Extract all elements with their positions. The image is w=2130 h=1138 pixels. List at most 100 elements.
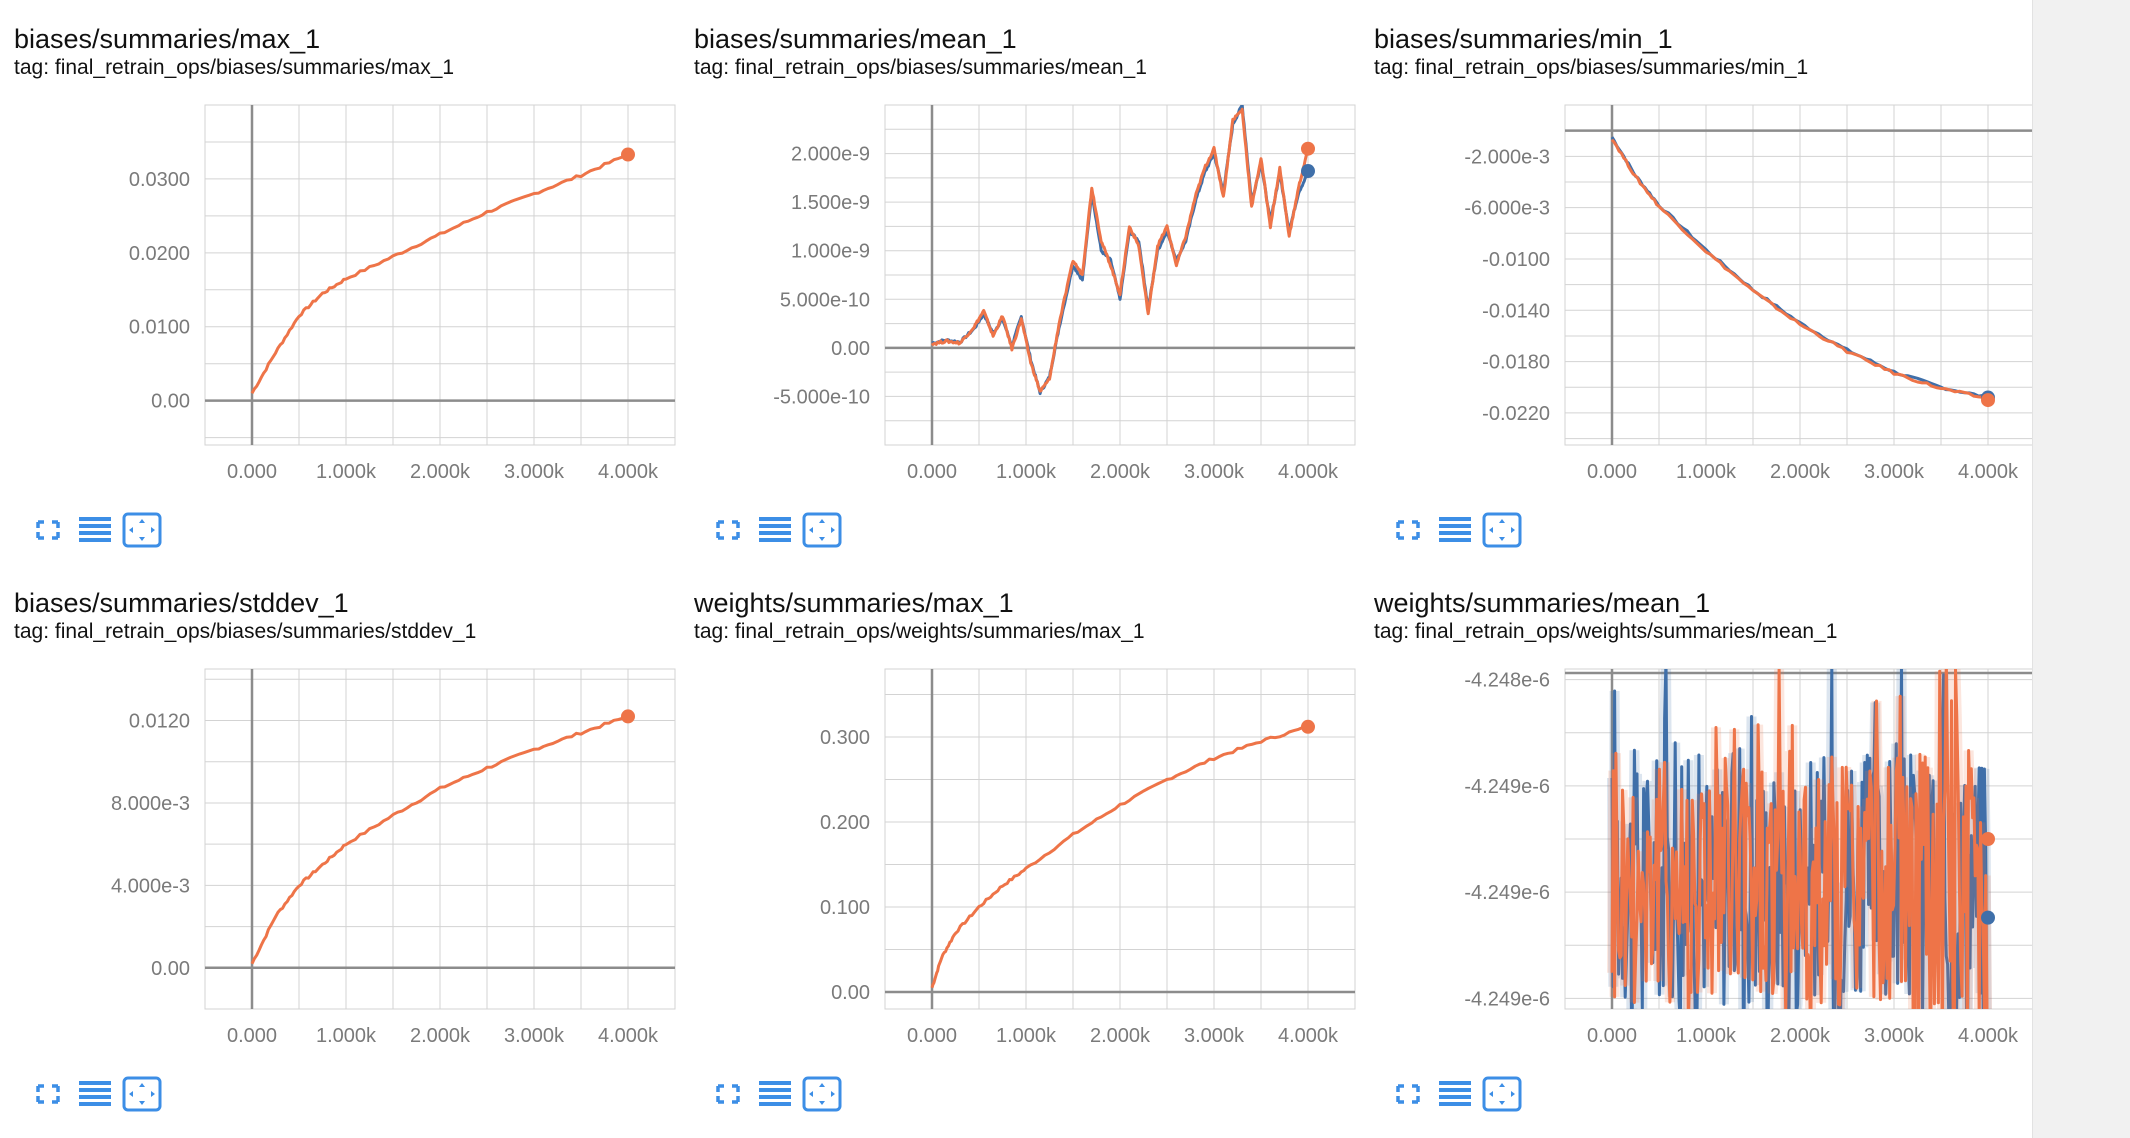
series-end-marker <box>621 147 635 162</box>
x-tick-label: 0.000 <box>907 461 957 483</box>
x-tick-label: 1.000k <box>316 1025 377 1047</box>
fit-domain-icon[interactable] <box>800 510 844 550</box>
fullscreen-icon[interactable] <box>1386 510 1430 550</box>
y-tick-label: -0.0180 <box>1482 352 1550 374</box>
plot-frame <box>204 668 676 1010</box>
x-tick-label: 2.000k <box>1770 1025 1831 1047</box>
grid <box>884 668 1356 1010</box>
list-icon[interactable] <box>1433 510 1477 550</box>
x-tick-label: 2.000k <box>1090 1025 1151 1047</box>
x-tick-label: 0.000 <box>227 1025 277 1047</box>
chart-plot: 0.000 1.000k 2.000k 3.000k 4.000k -5.000e-10 0… <box>773 104 1356 483</box>
series-group <box>930 725 1309 989</box>
x-tick-label: 4.000k <box>598 1025 659 1047</box>
chart-plot: 0.000 1.000k 2.000k 3.000k 4.000k 0.00 0.0100 0… <box>129 104 676 483</box>
chart-card: biases/summaries/max_1 tag: final_retrai… <box>0 0 680 548</box>
y-tick-label: 0.0100 <box>129 317 190 339</box>
series-end-marker <box>1981 393 1995 408</box>
grid <box>204 104 676 446</box>
fullscreen-icon[interactable] <box>26 510 70 550</box>
x-tick-label: 3.000k <box>504 461 565 483</box>
chart-card: weights/summaries/max_1 tag: final_retra… <box>680 564 1360 1112</box>
x-tick-label: 1.000k <box>1676 461 1737 483</box>
series-line-orange <box>1610 669 1989 1009</box>
x-tick-label: 3.000k <box>504 1025 565 1047</box>
fullscreen-icon[interactable] <box>1386 1074 1430 1114</box>
chart-tag: tag: final_retrain_ops/biases/summaries/… <box>1374 56 1809 79</box>
x-tick-label: 0.000 <box>1587 1025 1637 1047</box>
list-icon[interactable] <box>753 510 797 550</box>
list-icon[interactable] <box>73 510 117 550</box>
x-tick-label: 2.000k <box>410 1025 471 1047</box>
series-group <box>250 714 629 965</box>
list-icon[interactable] <box>73 1074 117 1114</box>
y-tick-label: 0.0200 <box>129 243 190 265</box>
x-tick-label: 0.000 <box>907 1025 957 1047</box>
series-end-marker <box>1301 141 1315 156</box>
x-tick-label: 1.000k <box>996 1025 1057 1047</box>
x-tick-label: 4.000k <box>1958 1025 2019 1047</box>
y-tick-label: 0.0300 <box>129 169 190 191</box>
plot-frame <box>884 668 1356 1010</box>
scrollbar-track[interactable] <box>2032 0 2130 1138</box>
y-tick-label: -4.249e-6 <box>1464 882 1550 904</box>
grid <box>884 104 1356 446</box>
y-tick-label: -0.0140 <box>1482 300 1550 322</box>
y-tick-label: -4.248e-6 <box>1464 670 1550 692</box>
y-tick-label: 4.000e-3 <box>111 875 190 897</box>
x-tick-label: 3.000k <box>1184 461 1245 483</box>
series-group <box>1610 136 1989 401</box>
x-tick-label: 3.000k <box>1864 461 1925 483</box>
y-tick-label: 8.000e-3 <box>111 793 190 815</box>
plot-frame <box>204 104 676 446</box>
series-group <box>1607 669 1993 1009</box>
fullscreen-icon[interactable] <box>26 1074 70 1114</box>
fit-domain-icon[interactable] <box>120 1074 164 1114</box>
y-tick-label: -6.000e-3 <box>1464 198 1550 220</box>
y-tick-label: 0.100 <box>820 897 870 919</box>
y-tick-label: 1.500e-9 <box>791 192 870 214</box>
x-tick-label: 1.000k <box>1676 1025 1737 1047</box>
y-tick-label: 0.200 <box>820 812 870 834</box>
chart-plot: 0.000 1.000k 2.000k 3.000k 4.000k -4.248e-6 -4… <box>1464 668 2036 1047</box>
chart-title: biases/summaries/min_1 <box>1374 24 1673 54</box>
x-tick-label: 2.000k <box>1770 461 1831 483</box>
fit-domain-icon[interactable] <box>1480 1074 1524 1114</box>
y-tick-label: -2.000e-3 <box>1464 146 1550 168</box>
x-tick-label: 0.000 <box>1587 461 1637 483</box>
series-line-orange <box>250 714 629 965</box>
y-tick-label: 0.00 <box>831 982 870 1004</box>
series-group <box>930 105 1310 396</box>
fit-domain-icon[interactable] <box>1480 510 1524 550</box>
y-tick-label: -4.249e-6 <box>1464 988 1550 1010</box>
series-end-marker <box>1981 910 1995 925</box>
chart-tag: tag: final_retrain_ops/biases/summaries/… <box>694 56 1147 79</box>
y-tick-label: 0.0120 <box>129 711 190 733</box>
list-icon[interactable] <box>753 1074 797 1114</box>
x-tick-label: 2.000k <box>1090 461 1151 483</box>
chart-tag: tag: final_retrain_ops/biases/summaries/… <box>14 56 455 79</box>
chart-card: biases/summaries/stddev_1 tag: final_ret… <box>0 564 680 1112</box>
series-group <box>250 153 629 395</box>
y-tick-label: 0.00 <box>831 338 870 360</box>
chart-tag: tag: final_retrain_ops/weights/summaries… <box>1374 620 1838 643</box>
x-tick-label: 0.000 <box>227 461 277 483</box>
x-tick-label: 4.000k <box>1958 461 2019 483</box>
x-tick-label: 3.000k <box>1864 1025 1925 1047</box>
chart-title: biases/summaries/mean_1 <box>694 24 1017 54</box>
series-end-marker <box>621 709 635 724</box>
list-icon[interactable] <box>1433 1074 1477 1114</box>
fullscreen-icon[interactable] <box>706 1074 750 1114</box>
fit-domain-icon[interactable] <box>120 510 164 550</box>
series-end-marker <box>1301 164 1315 179</box>
grid <box>1564 104 2036 446</box>
y-tick-label: 1.000e-9 <box>791 241 870 263</box>
y-tick-label: 0.00 <box>151 958 190 980</box>
fullscreen-icon[interactable] <box>706 510 750 550</box>
y-tick-label: 5.000e-10 <box>780 289 870 311</box>
fit-domain-icon[interactable] <box>800 1074 844 1114</box>
chart-title: weights/summaries/max_1 <box>694 588 1014 618</box>
chart-tag: tag: final_retrain_ops/weights/summaries… <box>694 620 1145 643</box>
chart-plot: 0.000 1.000k 2.000k 3.000k 4.000k -0.0220 -0.0… <box>1464 104 2036 483</box>
series-line-orange <box>930 107 1310 393</box>
